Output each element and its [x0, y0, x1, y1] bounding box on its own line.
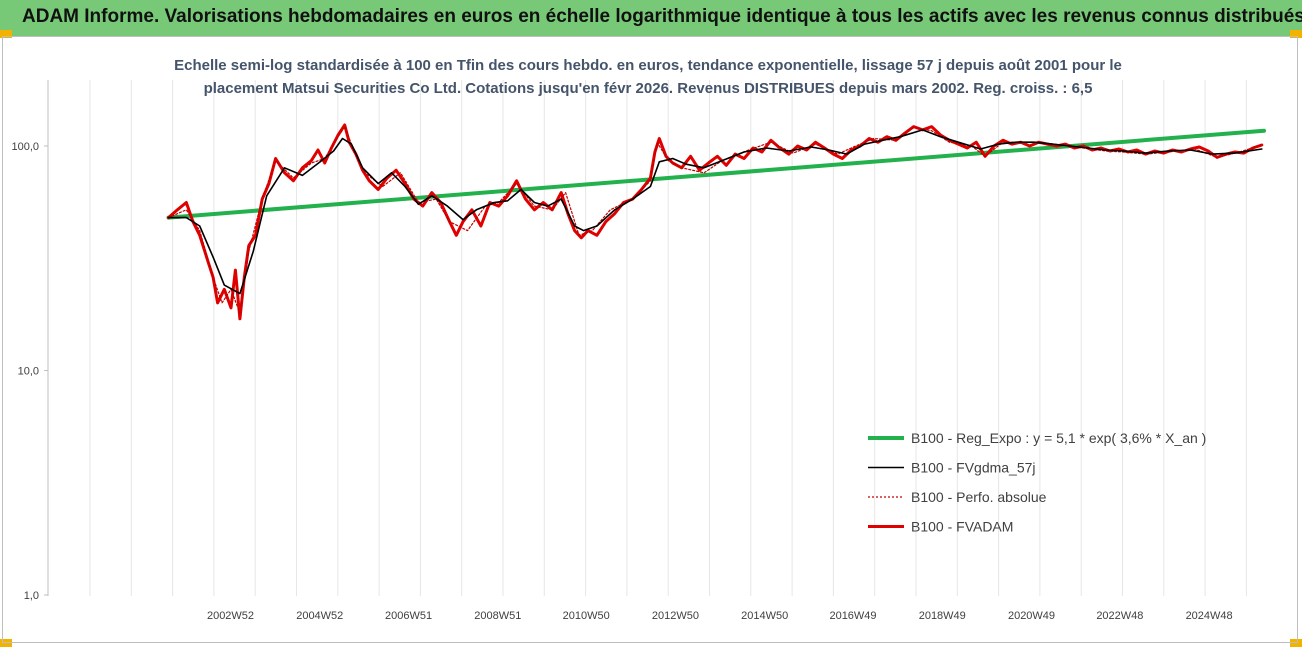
x-tick-label: 2010W50: [563, 610, 610, 622]
x-tick-label: 2014W50: [741, 610, 788, 622]
corner-marker-top-left: [0, 30, 12, 38]
legend-label-perfo: B100 - Perfo. absolue: [911, 489, 1047, 505]
x-tick-label: 2020W49: [1008, 610, 1055, 622]
corner-marker-top-right: [1290, 30, 1302, 38]
series-layer: [166, 123, 1266, 321]
x-tick-label: 2004W52: [296, 610, 343, 622]
series-line-fvadam: [167, 123, 1264, 321]
chart-title-line-2: placement Matsui Securities Co Ltd. Cota…: [204, 80, 1093, 97]
title-banner: ADAM Informe. Valorisations hebdomadaire…: [0, 0, 1302, 36]
x-tick-label: 2006W51: [385, 610, 432, 622]
series-line-perfo: [167, 125, 1263, 314]
x-tick-label: 2024W48: [1186, 610, 1233, 622]
corner-marker-bottom-left: [0, 639, 12, 647]
grid-layer: [89, 80, 1247, 596]
legend: B100 - Reg_Expo : y = 5,1 * exp( 3,6% * …: [868, 430, 1206, 535]
chart-title-line-1: Echelle semi-log standardisée à 100 en T…: [174, 57, 1122, 74]
x-tick-label: 2012W50: [652, 610, 699, 622]
x-tick-label: 2018W49: [919, 610, 966, 622]
series-line-smooth: [167, 129, 1263, 295]
x-tick-label: 2016W49: [829, 610, 876, 622]
y-tick-label: 100,0: [11, 141, 39, 153]
legend-label-fvadam: B100 - FVADAM: [911, 519, 1013, 535]
legend-label-smooth: B100 - FVgdma_57j: [911, 460, 1036, 476]
y-tick-label: 10,0: [18, 366, 39, 378]
x-tick-label: 2002W52: [207, 610, 254, 622]
y-tick-label: 1,0: [24, 590, 39, 602]
corner-marker-bottom-right: [1290, 639, 1302, 647]
x-tick-label: 2008W51: [474, 610, 521, 622]
x-tick-label: 2022W48: [1096, 610, 1143, 622]
banner-title: ADAM Informe. Valorisations hebdomadaire…: [22, 6, 1302, 27]
axis-layer: 1,0 10,0 100,0 2002W52 2004W52 2006W51 2008W51…: [11, 80, 1233, 622]
chart-frame: [2, 36, 1298, 643]
legend-label-trend: B100 - Reg_Expo : y = 5,1 * exp( 3,6% * …: [911, 430, 1206, 446]
